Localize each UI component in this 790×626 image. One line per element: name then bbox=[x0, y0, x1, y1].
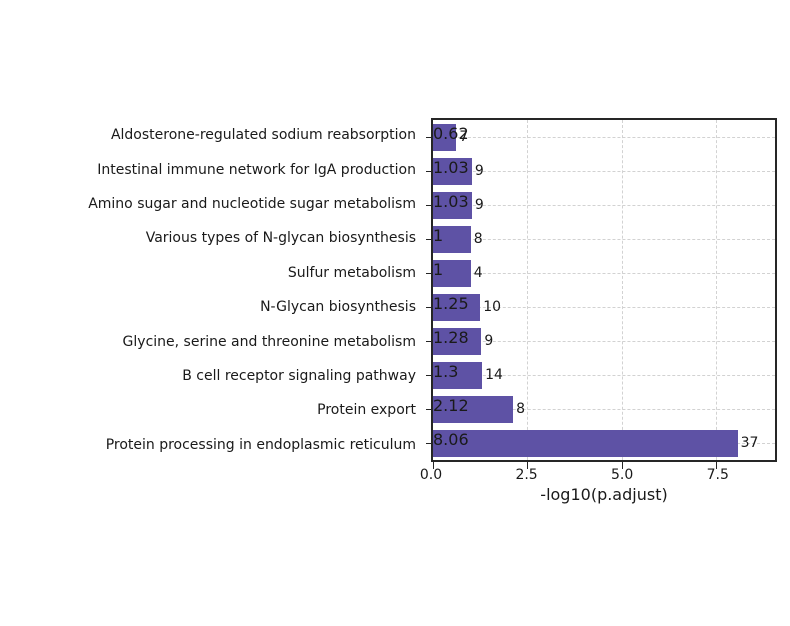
x-axis-tick-label: 5.0 bbox=[611, 467, 634, 483]
bar-count-label: 8 bbox=[473, 231, 483, 247]
bar: 1 bbox=[433, 259, 471, 287]
vertical-gridline bbox=[527, 120, 529, 460]
bar: 2.12 bbox=[433, 395, 514, 423]
horizontal-gridline bbox=[433, 239, 775, 240]
bar-count-label: 9 bbox=[484, 333, 494, 349]
category-label: Protein processing in endoplasmic reticu… bbox=[105, 436, 416, 453]
horizontal-gridline bbox=[433, 341, 775, 342]
bar: 1.25 bbox=[433, 293, 481, 321]
bar-row: 1.03 9 bbox=[426, 188, 775, 222]
x-axis-tick-label: 0.0 bbox=[419, 467, 443, 483]
vertical-gridline bbox=[716, 120, 718, 460]
x-axis-tick-labels: 0.0 2.5 5.0 7.5 bbox=[420, 467, 777, 485]
bar-count-label: 7 bbox=[459, 129, 469, 145]
x-axis-tick-label: 7.5 bbox=[706, 467, 729, 483]
y-axis-tick bbox=[426, 239, 431, 240]
horizontal-gridline bbox=[433, 375, 775, 376]
category-label: Sulfur metabolism bbox=[287, 264, 416, 281]
horizontal-gridline bbox=[433, 409, 775, 410]
bar-count-label: 14 bbox=[485, 367, 503, 383]
bar-row: 1.3 14 bbox=[426, 358, 775, 392]
bar-row: 0.62 7 bbox=[426, 120, 775, 154]
bar-row: 2.12 8 bbox=[426, 392, 775, 426]
y-axis-tick bbox=[426, 205, 431, 206]
category-label: Aldosterone-regulated sodium reabsorptio… bbox=[110, 127, 416, 144]
horizontal-gridline bbox=[433, 137, 775, 138]
horizontal-gridline bbox=[433, 273, 775, 274]
x-axis-tick bbox=[621, 462, 623, 469]
category-label: N-Glycan biosynthesis bbox=[260, 299, 416, 316]
bar-row: 1.25 10 bbox=[426, 290, 775, 324]
y-axis-tick bbox=[426, 409, 431, 410]
y-axis-tick bbox=[426, 341, 431, 342]
x-axis-tick bbox=[527, 462, 529, 469]
bar: 8.06 bbox=[433, 429, 738, 457]
bar-count-label: 37 bbox=[740, 435, 759, 451]
y-axis-tick bbox=[426, 273, 431, 274]
x-axis-title: -log10(p.adjust) bbox=[540, 485, 668, 504]
plot-area: 0.62 7 1.03 9 1.03 9 1 8 1 4 1.25 10 1.28 9 1.3 14 2.12 8… bbox=[426, 118, 777, 469]
bar-rows: 0.62 7 1.03 9 1.03 9 1 8 1 4 1.25 10 1.28 9 1.3 14 2.12 8… bbox=[426, 120, 775, 460]
vertical-gridline bbox=[621, 120, 623, 460]
y-axis-category-labels: Aldosterone-regulated sodium reabsorptio… bbox=[0, 118, 424, 462]
category-label: Intestinal immune network for IgA produc… bbox=[97, 161, 416, 178]
bar: 1.03 bbox=[433, 157, 472, 185]
y-axis-tick bbox=[426, 171, 431, 172]
category-label: Various types of N-glycan biosynthesis bbox=[145, 230, 416, 247]
category-label: Glycine, serine and threonine metabolism bbox=[122, 333, 416, 350]
y-axis-tick bbox=[426, 375, 431, 376]
y-axis-tick bbox=[426, 137, 431, 138]
bar: 1.3 bbox=[433, 361, 483, 389]
x-axis-tick bbox=[433, 462, 434, 469]
category-label: Amino sugar and nucleotide sugar metabol… bbox=[88, 196, 416, 213]
bar: 1 bbox=[433, 225, 471, 253]
horizontal-gridline bbox=[433, 205, 775, 206]
bar-count-label: 10 bbox=[483, 299, 502, 315]
bar-count-label: 9 bbox=[474, 197, 484, 213]
bar: 0.62 bbox=[433, 123, 469, 151]
y-axis-tick bbox=[426, 307, 431, 308]
bar-row: 1.03 9 bbox=[426, 154, 775, 188]
horizontal-gridline bbox=[433, 171, 775, 172]
bar-count-label: 9 bbox=[474, 163, 484, 179]
bar-row: 1.28 9 bbox=[426, 324, 775, 358]
y-axis-tick bbox=[426, 443, 431, 444]
bar-count-label: 4 bbox=[473, 265, 483, 281]
bar-row: 8.06 37 bbox=[426, 426, 775, 460]
horizontal-gridline bbox=[433, 307, 775, 308]
bar: 1.03 bbox=[433, 191, 472, 219]
x-axis-tick bbox=[716, 462, 718, 469]
bar: 1.28 bbox=[433, 327, 482, 355]
x-axis-tick-label: 2.5 bbox=[515, 467, 538, 483]
category-label: Protein export bbox=[317, 402, 416, 419]
bar-count-label: 8 bbox=[516, 401, 526, 417]
category-label: B cell receptor signaling pathway bbox=[182, 368, 416, 385]
